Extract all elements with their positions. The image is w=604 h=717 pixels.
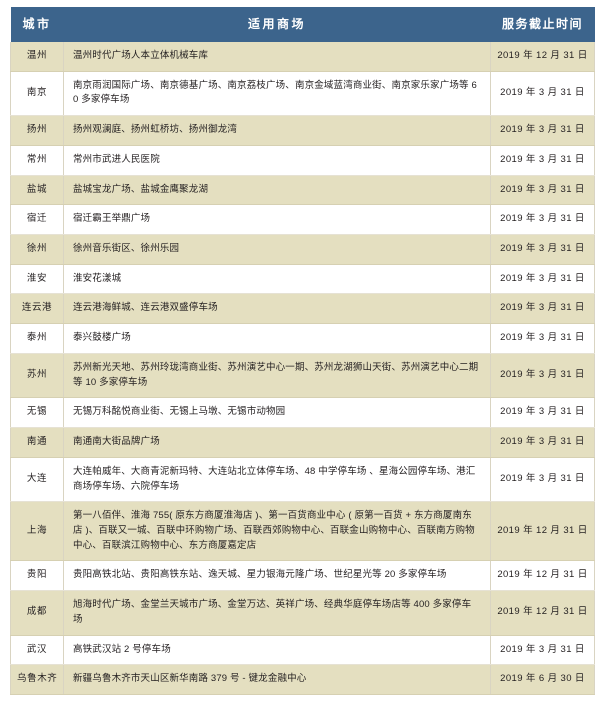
cell-mall: 贵阳高铁北站、贵阳高铁东站、逸天城、星力银海元隆广场、世纪星光等 20 多家停车… xyxy=(63,560,491,592)
cell-city: 苏州 xyxy=(10,353,64,399)
table-row: 无锡 无锡万科酩悦商业街、无锡上马墩、无锡市动物园 2019 年 3 月 31 日 xyxy=(10,397,595,429)
cell-deadline: 2019 年 3 月 31 日 xyxy=(490,293,595,325)
cell-deadline: 2019 年 3 月 31 日 xyxy=(490,427,595,458)
cell-city: 宿迁 xyxy=(10,204,64,236)
cell-city: 武汉 xyxy=(10,635,64,666)
table-row: 南通 南通南大街品牌广场 2019 年 3 月 31 日 xyxy=(10,427,595,458)
table-row: 乌鲁木齐 新疆乌鲁木齐市天山区新华南路 379 号 - 键龙金融中心 2019 年 … xyxy=(10,664,595,695)
column-header-deadline: 服务截止时间 xyxy=(490,7,595,42)
cell-deadline: 2019 年 3 月 31 日 xyxy=(490,397,595,429)
cell-deadline: 2019 年 3 月 31 日 xyxy=(490,353,595,399)
cell-deadline: 2019 年 3 月 31 日 xyxy=(490,175,595,206)
cell-city: 徐州 xyxy=(10,234,64,265)
cell-deadline: 2019 年 3 月 31 日 xyxy=(490,115,595,146)
table-row: 大连 大连帕威年、大商青泥新玛特、大连站北立体停车场、48 中学停车场 、星海公园… xyxy=(10,457,595,503)
table-row: 贵阳 贵阳高铁北站、贵阳高铁东站、逸天城、星力银海元隆广场、世纪星光等 20 多家… xyxy=(10,560,595,592)
cell-mall: 南京雨润国际广场、南京德基广场、南京荔枝广场、南京金域蓝湾商业街、南京家乐家广场… xyxy=(63,71,491,117)
header-row: 城市 适用商场 服务截止时间 xyxy=(10,7,595,42)
cell-city: 南通 xyxy=(10,427,64,458)
cell-mall: 温州时代广场人本立体机械车库 xyxy=(63,42,491,72)
cell-deadline: 2019 年 6 月 30 日 xyxy=(490,664,595,695)
cell-mall: 南通南大街品牌广场 xyxy=(63,427,491,458)
cell-mall: 泰兴鼓楼广场 xyxy=(63,323,491,354)
table-row: 扬州 扬州观澜庭、扬州虹桥坊、扬州御龙湾 2019 年 3 月 31 日 xyxy=(10,115,595,146)
cell-city: 扬州 xyxy=(10,115,64,146)
cell-city: 无锡 xyxy=(10,397,64,429)
table-row: 上海 第一八佰伴、淮海 755( 原东方商厦淮海店 )、第一百货商业中心 ( 原第… xyxy=(10,501,595,562)
cell-city: 上海 xyxy=(10,501,64,562)
table-row: 温州 温州时代广场人本立体机械车库 2019 年 12 月 31 日 xyxy=(10,42,595,72)
table-row: 徐州 徐州音乐街区、徐州乐园 2019 年 3 月 31 日 xyxy=(10,234,595,265)
table-body: 温州 温州时代广场人本立体机械车库 2019 年 12 月 31 日南京 南京雨润国际… xyxy=(10,42,595,695)
column-header-mall: 适用商场 xyxy=(63,7,491,42)
cell-city: 温州 xyxy=(10,42,64,72)
table-row: 常州 常州市武进人民医院 2019 年 3 月 31 日 xyxy=(10,145,595,176)
cell-deadline: 2019 年 3 月 31 日 xyxy=(490,635,595,666)
cell-mall: 第一八佰伴、淮海 755( 原东方商厦淮海店 )、第一百货商业中心 ( 原第一百… xyxy=(63,501,491,562)
cell-deadline: 2019 年 3 月 31 日 xyxy=(490,323,595,354)
cell-deadline: 2019 年 12 月 31 日 xyxy=(490,501,595,562)
table-row: 连云港 连云港海鲜城、连云港双盛停车场 2019 年 3 月 31 日 xyxy=(10,293,595,325)
cell-deadline: 2019 年 12 月 31 日 xyxy=(490,42,595,72)
cell-deadline: 2019 年 3 月 31 日 xyxy=(490,234,595,265)
cell-deadline: 2019 年 3 月 31 日 xyxy=(490,457,595,503)
cell-mall: 常州市武进人民医院 xyxy=(63,145,491,176)
cell-city: 乌鲁木齐 xyxy=(10,664,64,695)
cell-deadline: 2019 年 12 月 31 日 xyxy=(490,590,595,636)
cell-mall: 淮安花漾城 xyxy=(63,264,491,295)
cell-mall: 连云港海鲜城、连云港双盛停车场 xyxy=(63,293,491,325)
table-row: 南京 南京雨润国际广场、南京德基广场、南京荔枝广场、南京金域蓝湾商业街、南京家乐家… xyxy=(10,71,595,117)
cell-mall: 扬州观澜庭、扬州虹桥坊、扬州御龙湾 xyxy=(63,115,491,146)
applicable-malls-table: 城市 适用商场 服务截止时间 温州 温州时代广场人本立体机械车库 2019 年 12… xyxy=(10,7,595,695)
cell-city: 大连 xyxy=(10,457,64,503)
cell-mall: 宿迁霸王举鼎广场 xyxy=(63,204,491,236)
cell-city: 成都 xyxy=(10,590,64,636)
cell-city: 连云港 xyxy=(10,293,64,325)
cell-deadline: 2019 年 12 月 31 日 xyxy=(490,560,595,592)
cell-mall: 旭海时代广场、金堂兰天城市广场、金堂万达、英祥广场、经典华庭停车场店等 400 … xyxy=(63,590,491,636)
cell-city: 盐城 xyxy=(10,175,64,206)
table-row: 苏州 苏州新光天地、苏州玲珑湾商业街、苏州演艺中心一期、苏州龙湖狮山天街、苏州演艺… xyxy=(10,353,595,399)
table-row: 淮安 淮安花漾城 2019 年 3 月 31 日 xyxy=(10,264,595,295)
table-row: 武汉 高铁武汉站 2 号停车场 2019 年 3 月 31 日 xyxy=(10,635,595,666)
cell-deadline: 2019 年 3 月 31 日 xyxy=(490,145,595,176)
cell-mall: 无锡万科酩悦商业街、无锡上马墩、无锡市动物园 xyxy=(63,397,491,429)
table-row: 泰州 泰兴鼓楼广场 2019 年 3 月 31 日 xyxy=(10,323,595,354)
cell-city: 泰州 xyxy=(10,323,64,354)
table-row: 盐城 盐城宝龙广场、盐城金鹰聚龙湖 2019 年 3 月 31 日 xyxy=(10,175,595,206)
table-row: 宿迁 宿迁霸王举鼎广场 2019 年 3 月 31 日 xyxy=(10,204,595,236)
cell-city: 南京 xyxy=(10,71,64,117)
cell-deadline: 2019 年 3 月 31 日 xyxy=(490,71,595,117)
cell-mall: 苏州新光天地、苏州玲珑湾商业街、苏州演艺中心一期、苏州龙湖狮山天街、苏州演艺中心… xyxy=(63,353,491,399)
cell-city: 常州 xyxy=(10,145,64,176)
cell-mall: 高铁武汉站 2 号停车场 xyxy=(63,635,491,666)
table-row: 成都 旭海时代广场、金堂兰天城市广场、金堂万达、英祥广场、经典华庭停车场店等 40… xyxy=(10,590,595,636)
cell-mall: 盐城宝龙广场、盐城金鹰聚龙湖 xyxy=(63,175,491,206)
table-header: 城市 适用商场 服务截止时间 xyxy=(10,7,595,42)
cell-mall: 新疆乌鲁木齐市天山区新华南路 379 号 - 键龙金融中心 xyxy=(63,664,491,695)
cell-deadline: 2019 年 3 月 31 日 xyxy=(490,264,595,295)
cell-deadline: 2019 年 3 月 31 日 xyxy=(490,204,595,236)
column-header-city: 城市 xyxy=(10,7,64,42)
cell-mall: 徐州音乐街区、徐州乐园 xyxy=(63,234,491,265)
cell-city: 贵阳 xyxy=(10,560,64,592)
cell-city: 淮安 xyxy=(10,264,64,295)
cell-mall: 大连帕威年、大商青泥新玛特、大连站北立体停车场、48 中学停车场 、星海公园停车… xyxy=(63,457,491,503)
